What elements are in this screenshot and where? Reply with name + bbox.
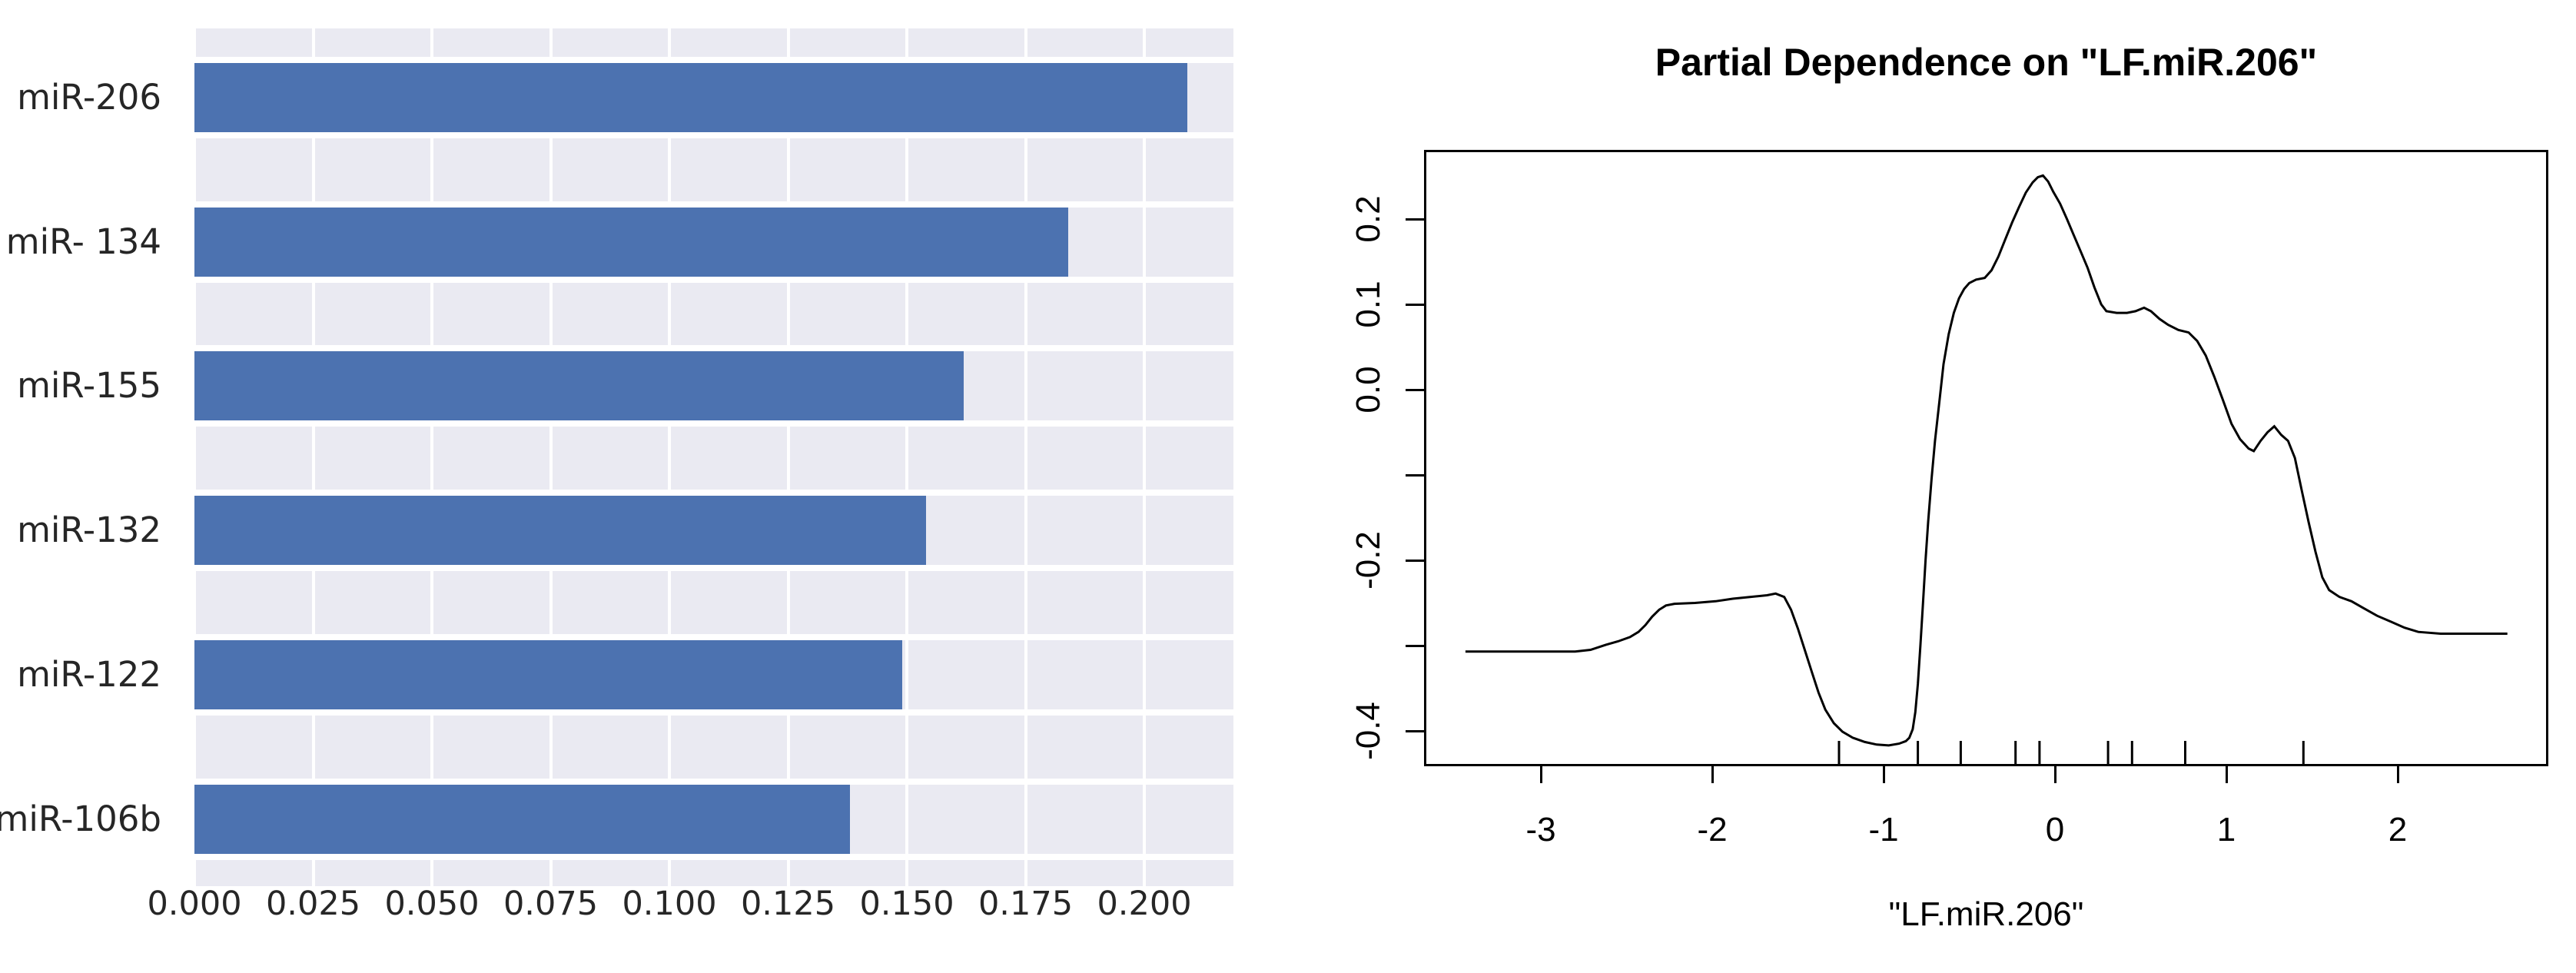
dependence-curve <box>1465 174 2508 764</box>
rug-tick <box>2302 741 2305 764</box>
rug-tick <box>1837 741 1841 764</box>
x-tick-label: 0.075 <box>503 885 599 923</box>
gridline-horizontal <box>194 709 1233 716</box>
gridline-vertical <box>193 28 196 886</box>
category-label: miR-206 <box>17 77 161 118</box>
x-tick-mark <box>1883 766 1885 783</box>
gridline-vertical <box>1143 28 1146 886</box>
x-tick-label: 0.200 <box>1097 885 1192 923</box>
bar-miR-155 <box>194 351 964 421</box>
gridline-horizontal <box>194 276 1233 283</box>
x-tick-label: 0.025 <box>265 885 361 923</box>
gridline-horizontal <box>194 201 1233 208</box>
bar-miR-206 <box>194 63 1187 132</box>
gridline-horizontal <box>194 565 1233 572</box>
bar-chart-panel <box>193 28 1233 886</box>
gridline-horizontal <box>194 490 1233 496</box>
category-label: miR-132 <box>17 510 161 551</box>
partial-dependence-line <box>1465 174 2508 747</box>
rug-tick <box>2038 741 2041 764</box>
x-tick-label: 1 <box>2216 811 2236 848</box>
x-tick-label: 0.100 <box>622 885 717 923</box>
x-tick-label: 0 <box>2045 811 2065 848</box>
x-axis-label: "LF.miR.206" <box>1888 895 2084 933</box>
gridline-vertical <box>786 28 790 886</box>
x-tick-mark <box>2226 766 2228 783</box>
rug-tick <box>1959 741 1962 764</box>
y-tick-label: 0.0 <box>1349 366 1387 413</box>
partial-dependence-plot: Partial Dependence on "LF.miR.206" -3 -2 -… <box>1291 0 2576 973</box>
x-tick-mark <box>1540 766 1542 783</box>
y-tick-mark <box>1406 730 1424 732</box>
category-label: miR- 134 <box>5 221 161 262</box>
x-tick-label: -2 <box>1697 811 1728 848</box>
x-tick-label: 0.125 <box>740 885 836 923</box>
gridline-horizontal <box>194 132 1233 138</box>
x-tick-label: 2 <box>2388 811 2408 848</box>
rug-tick <box>2184 741 2186 764</box>
bar-miR-106b <box>194 784 850 854</box>
y-tick-mark <box>1406 645 1424 647</box>
x-tick-label: 0.000 <box>147 885 242 923</box>
gridline-vertical <box>311 28 315 886</box>
gridline-horizontal <box>194 633 1233 640</box>
gridline-vertical <box>549 28 553 886</box>
gridline-horizontal <box>194 345 1233 352</box>
gridline-vertical <box>668 28 671 886</box>
gridline-horizontal <box>194 57 1233 63</box>
y-tick-mark <box>1406 304 1424 306</box>
rug-tick <box>1917 741 1920 764</box>
bar-miR-132 <box>194 496 926 566</box>
gridline-vertical <box>1024 28 1027 886</box>
gridline-horizontal <box>194 420 1233 427</box>
x-tick-label: 0.050 <box>384 885 480 923</box>
gridline-vertical <box>905 28 908 886</box>
x-tick-label: -3 <box>1525 811 1556 848</box>
rug-tick <box>2014 741 2017 764</box>
x-tick-label: -1 <box>1868 811 1899 848</box>
category-label: miR-122 <box>17 653 161 695</box>
category-label: miR-106b <box>0 798 161 839</box>
y-tick-mark <box>1406 474 1424 477</box>
y-tick-label: -0.2 <box>1349 531 1387 589</box>
gridline-horizontal <box>194 778 1233 785</box>
y-tick-mark <box>1406 560 1424 562</box>
bar-miR-122 <box>194 639 902 709</box>
category-label: miR-155 <box>17 365 161 407</box>
x-tick-mark <box>2397 766 2399 783</box>
rug-tick <box>2130 741 2133 764</box>
bar-miR- 134 <box>194 207 1069 277</box>
bar-chart-variable-importance: miR-206 miR- 134 miR-155 miR-132 miR-122 miR-… <box>0 28 1233 923</box>
x-tick-label: 0.175 <box>978 885 1074 923</box>
rug-tick <box>2106 741 2110 764</box>
y-tick-label: 0.2 <box>1349 195 1387 243</box>
x-tick-mark <box>1711 766 1714 783</box>
gridline-horizontal <box>194 853 1233 860</box>
x-tick-mark <box>2054 766 2056 783</box>
chart-title: Partial Dependence on "LF.miR.206" <box>1655 41 2318 84</box>
y-tick-mark <box>1406 218 1424 221</box>
plot-box <box>1424 150 2548 766</box>
y-tick-label: -0.4 <box>1349 702 1387 760</box>
gridline-vertical <box>430 28 433 886</box>
y-tick-label: 0.1 <box>1349 281 1387 328</box>
x-tick-label: 0.150 <box>859 885 954 923</box>
y-tick-mark <box>1406 389 1424 391</box>
